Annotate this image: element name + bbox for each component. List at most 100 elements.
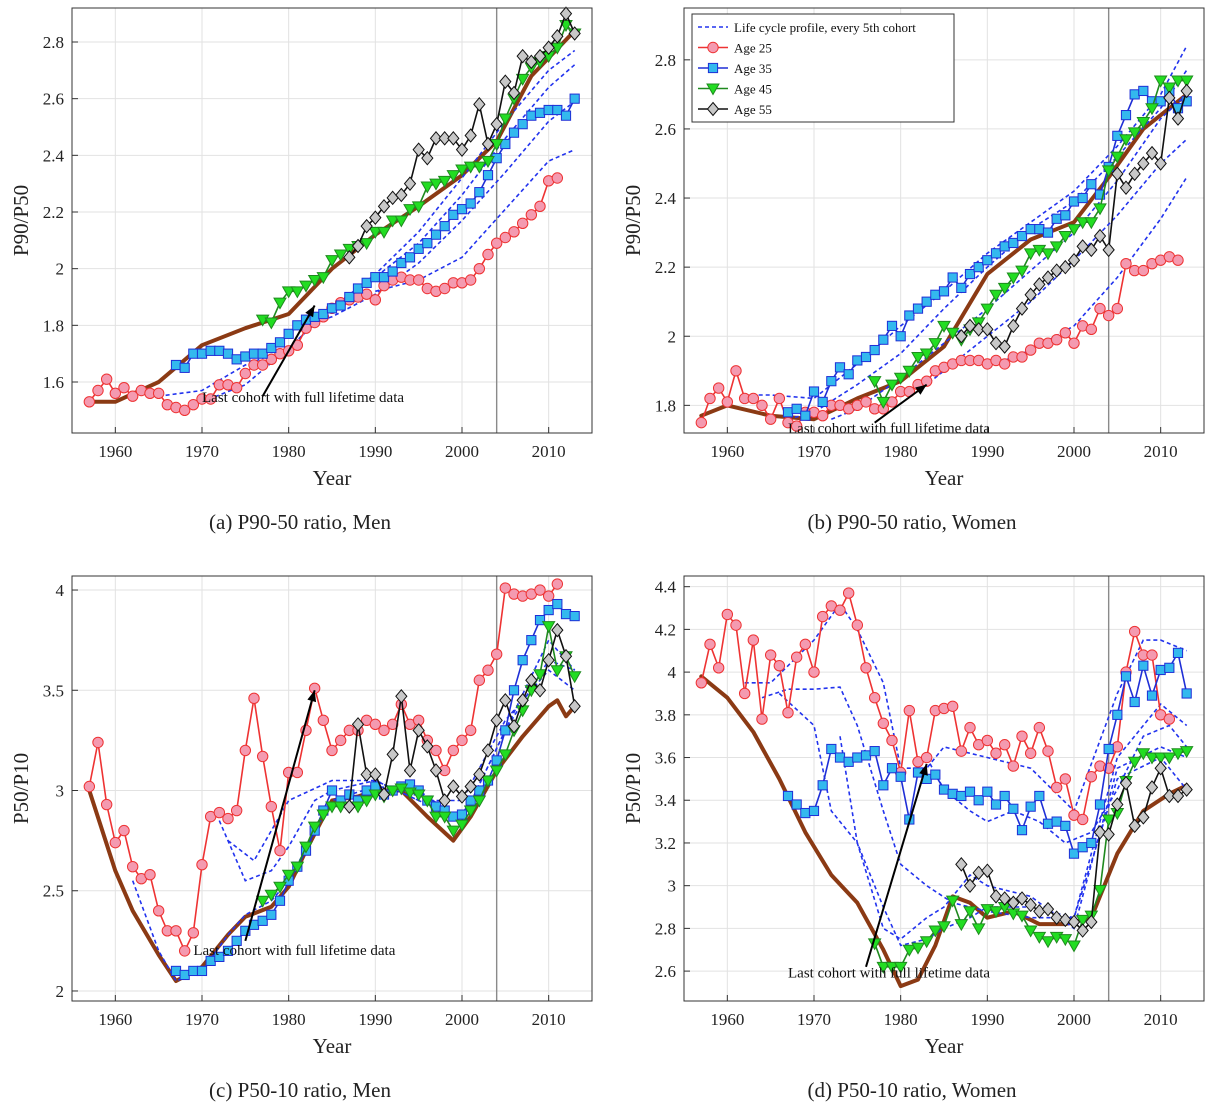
data-point — [1007, 318, 1020, 334]
data-point — [1120, 671, 1132, 682]
data-point — [695, 416, 708, 429]
data-point — [981, 322, 994, 337]
data-point — [782, 790, 794, 802]
data-point — [1042, 745, 1054, 757]
data-point — [1111, 797, 1124, 812]
data-point — [1050, 781, 1063, 794]
data-point — [490, 237, 503, 249]
data-point — [361, 277, 372, 288]
y-tick-label: 2.8 — [655, 51, 676, 70]
data-point — [903, 704, 916, 717]
chart-p50-10-men: Last cohort with full lifetime data 1960 1… — [9, 575, 593, 1058]
data-point — [386, 747, 399, 762]
data-point — [1075, 914, 1090, 927]
data-point — [998, 339, 1011, 354]
data-point — [482, 170, 494, 181]
data-point — [919, 348, 934, 361]
annotation-text: Last cohort with full lifetime data — [788, 421, 990, 437]
data-point — [1146, 649, 1158, 661]
data-point — [489, 139, 504, 152]
data-point — [1067, 224, 1081, 237]
data-point — [902, 365, 917, 378]
x-tick-label: 1970 — [797, 442, 831, 461]
data-point — [1119, 775, 1133, 791]
y-axis-label: P50/P10 — [621, 753, 645, 824]
data-point — [886, 734, 898, 747]
series-age-45 — [255, 20, 582, 330]
x-tick-label: 1970 — [185, 442, 219, 461]
data-point — [956, 282, 967, 293]
data-point — [800, 807, 811, 819]
data-point — [1093, 825, 1107, 840]
x-tick-label: 2010 — [1144, 1010, 1178, 1029]
data-point — [446, 170, 461, 183]
data-point — [1050, 910, 1063, 925]
data-point — [1171, 748, 1185, 761]
data-point — [396, 257, 407, 269]
data-point — [1180, 83, 1193, 99]
data-point — [695, 677, 708, 689]
chart-p90-50-women: Last cohort with full lifetime data 1960 1… — [621, 7, 1205, 490]
caption-d: (d) P50-10 ratio, Women — [807, 1078, 1017, 1102]
data-point — [463, 161, 478, 174]
data-point — [921, 296, 932, 307]
data-point — [344, 789, 355, 800]
legend-label: Age 55 — [734, 102, 772, 117]
data-point — [1085, 914, 1098, 930]
data-point — [526, 635, 537, 646]
data-point — [712, 662, 725, 674]
data-point — [1024, 287, 1037, 303]
data-point — [1042, 818, 1054, 829]
data-point — [1042, 227, 1054, 238]
data-point — [420, 795, 435, 808]
data-point — [955, 745, 968, 757]
data-point — [834, 604, 846, 616]
data-point — [1128, 625, 1141, 638]
data-point — [455, 142, 469, 157]
data-point — [817, 396, 828, 408]
data-point — [946, 700, 959, 712]
data-point — [429, 811, 443, 824]
data-point — [1049, 241, 1064, 254]
data-point — [964, 721, 976, 734]
data-point — [773, 392, 786, 405]
data-point — [83, 396, 96, 408]
data-point — [542, 590, 555, 602]
data-point — [560, 110, 572, 121]
data-point — [447, 744, 460, 757]
data-point — [204, 393, 217, 405]
data-point — [721, 396, 734, 408]
data-point — [508, 127, 520, 138]
data-point — [333, 801, 348, 814]
data-point — [273, 881, 287, 894]
data-point — [1145, 752, 1159, 765]
data-point — [945, 327, 960, 340]
data-point — [1024, 747, 1037, 759]
data-point — [1059, 912, 1072, 928]
data-point — [955, 857, 968, 872]
data-point — [533, 669, 547, 682]
cohort-profile-line — [778, 692, 1188, 941]
data-point — [1111, 166, 1124, 182]
data-point — [325, 801, 339, 814]
data-point — [188, 965, 199, 977]
x-tick-label: 1990 — [358, 442, 392, 461]
data-point — [990, 799, 1002, 810]
data-point — [447, 779, 460, 794]
data-point — [1051, 816, 1062, 827]
data-point — [956, 790, 967, 802]
x-tick-label: 1990 — [970, 1010, 1004, 1029]
data-point — [257, 348, 268, 359]
data-point — [525, 672, 538, 688]
data-point — [499, 693, 512, 708]
data-point — [430, 229, 442, 240]
data-point — [1015, 301, 1029, 316]
data-point — [395, 689, 408, 704]
data-point — [170, 925, 182, 937]
data-point — [937, 921, 951, 934]
series-age-55 — [955, 760, 1193, 938]
data-point — [928, 925, 943, 938]
data-point — [421, 739, 434, 754]
data-point — [816, 610, 829, 623]
caption-c: (c) P50-10 ratio, Men — [209, 1078, 391, 1102]
